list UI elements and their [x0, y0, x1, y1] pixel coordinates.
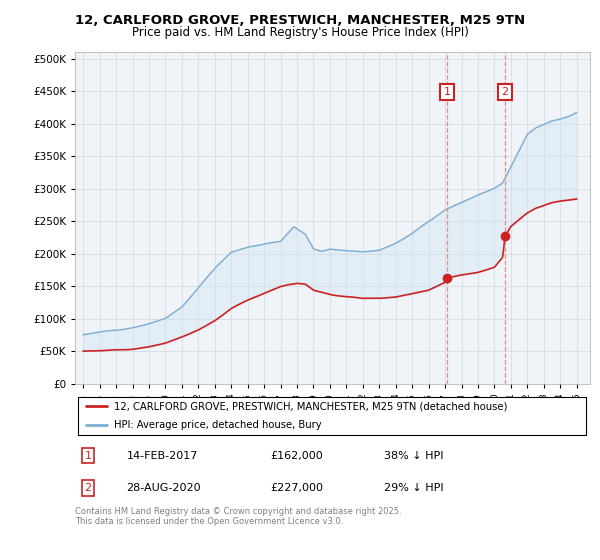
Text: Price paid vs. HM Land Registry's House Price Index (HPI): Price paid vs. HM Land Registry's House … [131, 26, 469, 39]
Text: 1: 1 [85, 451, 91, 461]
Text: 12, CARLFORD GROVE, PRESTWICH, MANCHESTER, M25 9TN: 12, CARLFORD GROVE, PRESTWICH, MANCHESTE… [75, 14, 525, 27]
Text: 2: 2 [85, 483, 91, 493]
FancyBboxPatch shape [77, 397, 586, 435]
Text: HPI: Average price, detached house, Bury: HPI: Average price, detached house, Bury [113, 421, 321, 431]
Text: 2: 2 [502, 87, 509, 97]
Text: 12, CARLFORD GROVE, PRESTWICH, MANCHESTER, M25 9TN (detached house): 12, CARLFORD GROVE, PRESTWICH, MANCHESTE… [113, 401, 507, 411]
Text: 38% ↓ HPI: 38% ↓ HPI [384, 451, 443, 461]
Text: 28-AUG-2020: 28-AUG-2020 [127, 483, 201, 493]
Text: 1: 1 [443, 87, 451, 97]
Text: £162,000: £162,000 [271, 451, 323, 461]
Text: 14-FEB-2017: 14-FEB-2017 [127, 451, 198, 461]
Text: £227,000: £227,000 [271, 483, 323, 493]
Text: 29% ↓ HPI: 29% ↓ HPI [384, 483, 443, 493]
Text: Contains HM Land Registry data © Crown copyright and database right 2025.
This d: Contains HM Land Registry data © Crown c… [75, 507, 401, 526]
